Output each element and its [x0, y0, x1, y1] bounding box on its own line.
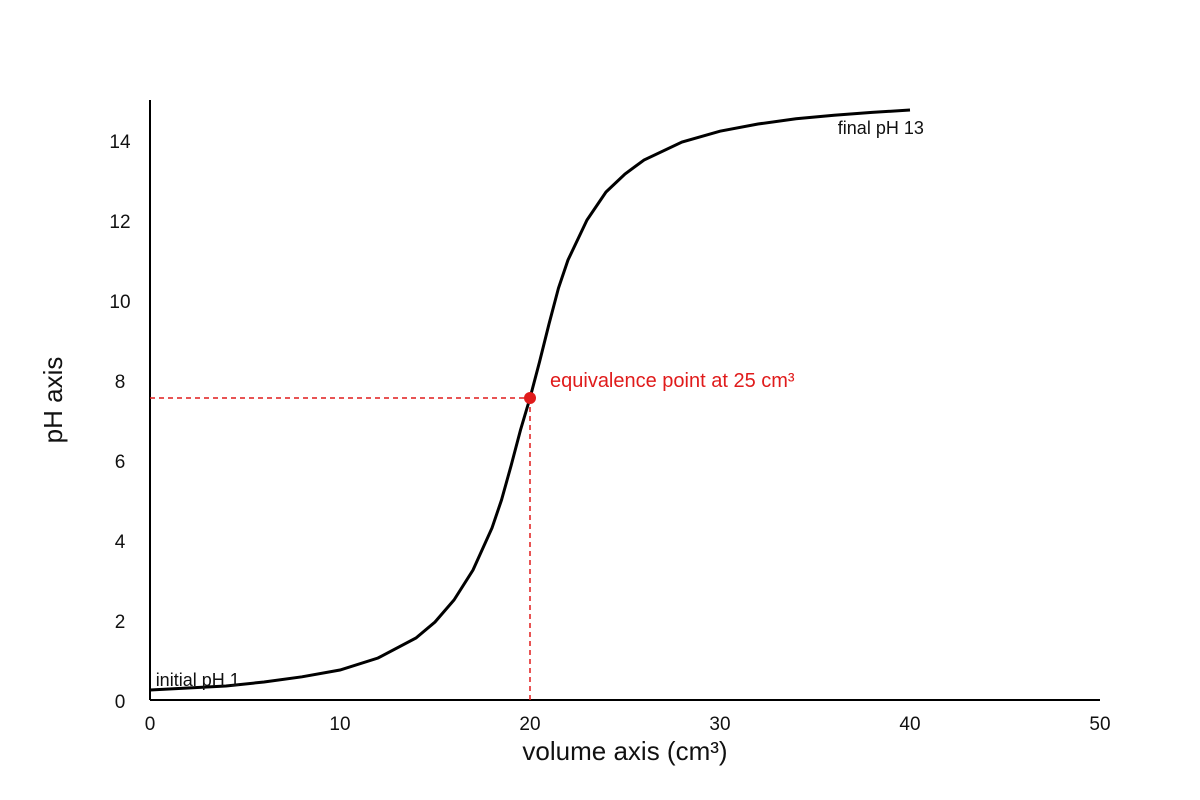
annotation-label: final pH 13 — [838, 118, 924, 138]
y-tick-label: 8 — [115, 372, 126, 393]
y-axis-title: pH axis — [38, 357, 68, 444]
y-tick-label: 0 — [115, 692, 126, 713]
annotation-label: initial pH 1 — [156, 670, 240, 690]
x-axis-title: volume axis (cm³) — [522, 736, 727, 766]
y-tick-label: 6 — [115, 452, 126, 473]
y-tick-label: 12 — [109, 212, 130, 233]
annotations: initial pH 1 final pH 13 — [156, 118, 924, 690]
y-tick-label: 10 — [109, 292, 130, 313]
x-tick-label: 20 — [519, 714, 540, 735]
y-tick-labels: 0 2 4 6 8 10 12 14 — [109, 132, 131, 713]
x-tick-label: 30 — [709, 714, 730, 735]
y-tick-label: 2 — [115, 612, 126, 633]
x-tick-label: 0 — [145, 714, 156, 735]
x-tick-label: 40 — [899, 714, 920, 735]
y-tick-label: 14 — [109, 132, 131, 153]
equivalence-point-marker — [524, 392, 536, 404]
x-tick-labels: 0 10 20 30 40 50 — [145, 714, 1111, 735]
axes — [149, 100, 1100, 701]
equivalence-guides — [150, 397, 531, 700]
equivalence-point-label: equivalence point at 25 cm³ — [550, 370, 795, 392]
y-tick-label: 4 — [115, 532, 126, 553]
x-tick-label: 10 — [329, 714, 350, 735]
x-tick-label: 50 — [1089, 714, 1110, 735]
